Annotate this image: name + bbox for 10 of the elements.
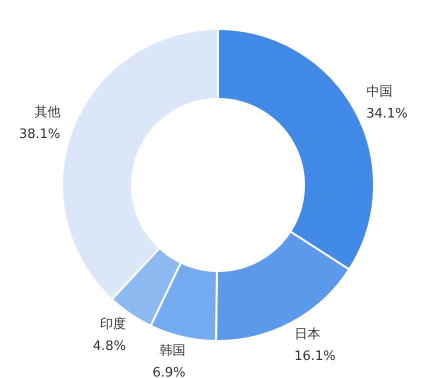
data-label: 6.9% bbox=[152, 365, 186, 378]
data-label: 16.1% bbox=[294, 348, 336, 364]
slice-label: 中国 bbox=[366, 84, 392, 100]
data-label: 34.1% bbox=[366, 106, 408, 122]
data-label: 4.8% bbox=[92, 339, 126, 354]
slice-label: 日本 bbox=[294, 326, 320, 342]
slice-label: 韩国 bbox=[160, 343, 186, 358]
data-label: 38.1% bbox=[18, 126, 60, 142]
slice-label: 印度 bbox=[100, 316, 126, 332]
slice-label: 其他 bbox=[34, 104, 60, 120]
